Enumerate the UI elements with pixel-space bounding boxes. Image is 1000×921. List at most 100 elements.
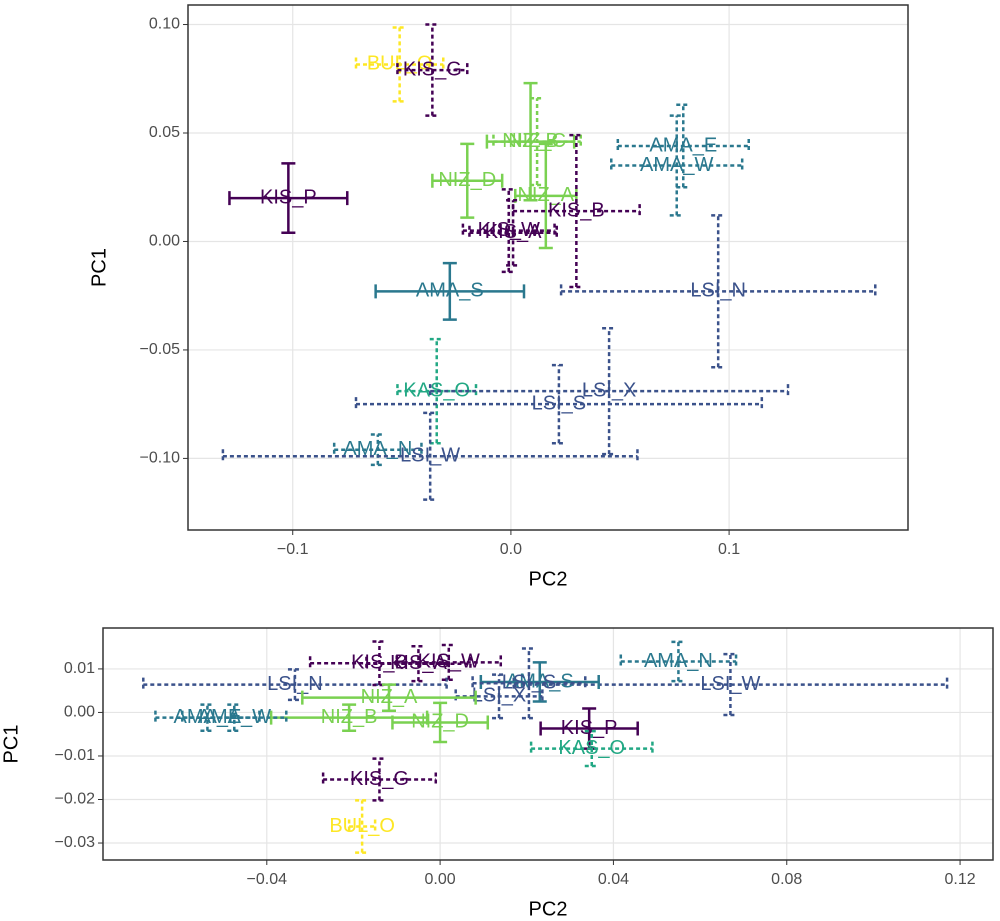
x-tick-label: 0.0	[500, 541, 522, 558]
y-error-bar	[433, 701, 448, 744]
x-tick-label: 0.12	[944, 871, 975, 888]
x-error-bar	[321, 772, 438, 787]
point-label: NIZ_B	[502, 130, 559, 152]
point-label: NIZ_A	[517, 184, 574, 206]
x-axis-title: PC2	[529, 568, 568, 590]
y-tick-label: 0.01	[64, 660, 95, 677]
point-label: LSI_N	[690, 280, 746, 302]
x-axis-title: PC2	[529, 898, 568, 920]
point-label: KIS_W	[478, 219, 540, 241]
y-error-bar	[281, 162, 296, 235]
y-axis-title: PC1	[88, 248, 110, 287]
y-tick-label: −0.05	[140, 341, 181, 358]
y-error-bar	[521, 647, 536, 720]
y-tick-label: 0.05	[149, 124, 180, 141]
y-error-bar	[602, 326, 617, 456]
y-error-bar	[584, 729, 599, 768]
y-error-bar	[425, 23, 440, 117]
y-error-bar	[381, 683, 396, 712]
plot-border	[102, 627, 994, 861]
point-label: KIS_P	[260, 186, 317, 208]
point-label: LSI_X	[582, 379, 636, 401]
y-error-bar	[372, 757, 387, 802]
y-error-bar	[392, 26, 407, 103]
point-label: KIS_B	[548, 199, 605, 221]
y-error-bar	[411, 645, 426, 683]
point-label: NIZ_A	[361, 686, 418, 708]
x-tick-label: −0.1	[277, 541, 309, 558]
y-tick-label: −0.01	[55, 747, 96, 764]
point-label: AMA_E	[174, 706, 242, 728]
y-tick-label: 0.00	[149, 233, 180, 250]
y-error-bar	[370, 433, 385, 467]
point-label: KIS_A	[485, 221, 542, 243]
plot-border	[187, 4, 909, 531]
y-error-bar	[671, 640, 686, 683]
point-label: AMA_W	[198, 706, 271, 728]
y-tick-label: −0.03	[55, 834, 96, 851]
y-axis-title: PC1	[0, 725, 22, 764]
point-label: KIS_G	[403, 58, 462, 80]
x-error-bar	[347, 819, 377, 834]
plot-background	[188, 5, 908, 530]
x-error-bar	[468, 225, 558, 240]
y-error-bar	[372, 640, 387, 687]
y-error-bar	[669, 114, 684, 217]
y-tick-label: −0.02	[55, 791, 96, 808]
x-tick-label: 0.1	[718, 541, 740, 558]
x-error-bar	[428, 384, 790, 399]
y-tick-label: −0.10	[140, 450, 181, 467]
point-label: AMA_S	[416, 280, 484, 302]
point-label: NIZ_B	[321, 706, 378, 728]
x-error-bar	[142, 677, 448, 692]
y-error-bar	[538, 142, 553, 250]
y-error-bar	[227, 703, 242, 732]
y-error-bar	[441, 643, 456, 682]
point-label: LSI_S	[532, 392, 586, 414]
y-error-bar	[342, 703, 357, 732]
plot-background	[103, 628, 993, 860]
x-error-bar	[559, 284, 877, 299]
point-label: AMA_W	[640, 154, 713, 176]
point-label: AMA_N	[343, 438, 412, 460]
x-tick-label: −0.04	[247, 871, 288, 888]
point-label: BUL_O	[329, 815, 395, 837]
x-tick-label: 0.00	[425, 871, 456, 888]
point-label: KAS_O	[403, 379, 470, 401]
y-error-bar	[355, 799, 370, 854]
point-label: LSI_W	[400, 445, 460, 467]
y-error-bar	[200, 703, 215, 732]
y-error-bar	[429, 337, 444, 445]
x-error-bar	[471, 676, 587, 691]
x-tick-label: 0.04	[598, 871, 629, 888]
y-error-bar	[532, 661, 547, 703]
x-error-bar	[396, 63, 469, 78]
x-error-bar	[354, 397, 764, 412]
y-error-bar	[711, 214, 726, 369]
point-label: KIS_W	[418, 651, 480, 673]
x-error-bar	[619, 654, 738, 669]
point-label: AMA_S	[506, 670, 574, 692]
y-error-bar	[523, 81, 538, 202]
x-tick-label: 0.08	[771, 871, 802, 888]
y-error-bar	[569, 133, 584, 289]
x-error-bar	[221, 449, 639, 464]
y-error-bar	[460, 142, 475, 219]
x-error-bar	[529, 741, 654, 756]
y-error-bar	[501, 188, 516, 274]
point-label: KIS_P	[561, 717, 618, 739]
point-label: KIS_G	[350, 768, 409, 790]
y-error-bar	[287, 668, 302, 702]
x-error-bar	[616, 139, 750, 154]
point-label: NIZ_D	[411, 711, 469, 733]
y-error-bar	[492, 673, 507, 720]
y-tick-label: 0.10	[149, 16, 180, 33]
y-tick-label: 0.00	[64, 704, 95, 721]
point-label: AMA_E	[649, 134, 717, 156]
x-error-bar	[461, 223, 556, 238]
point-label: LSI_X	[472, 685, 526, 707]
y-error-bar	[423, 411, 438, 501]
point-label: LSI_W	[700, 673, 760, 695]
y-error-bar	[723, 652, 738, 717]
